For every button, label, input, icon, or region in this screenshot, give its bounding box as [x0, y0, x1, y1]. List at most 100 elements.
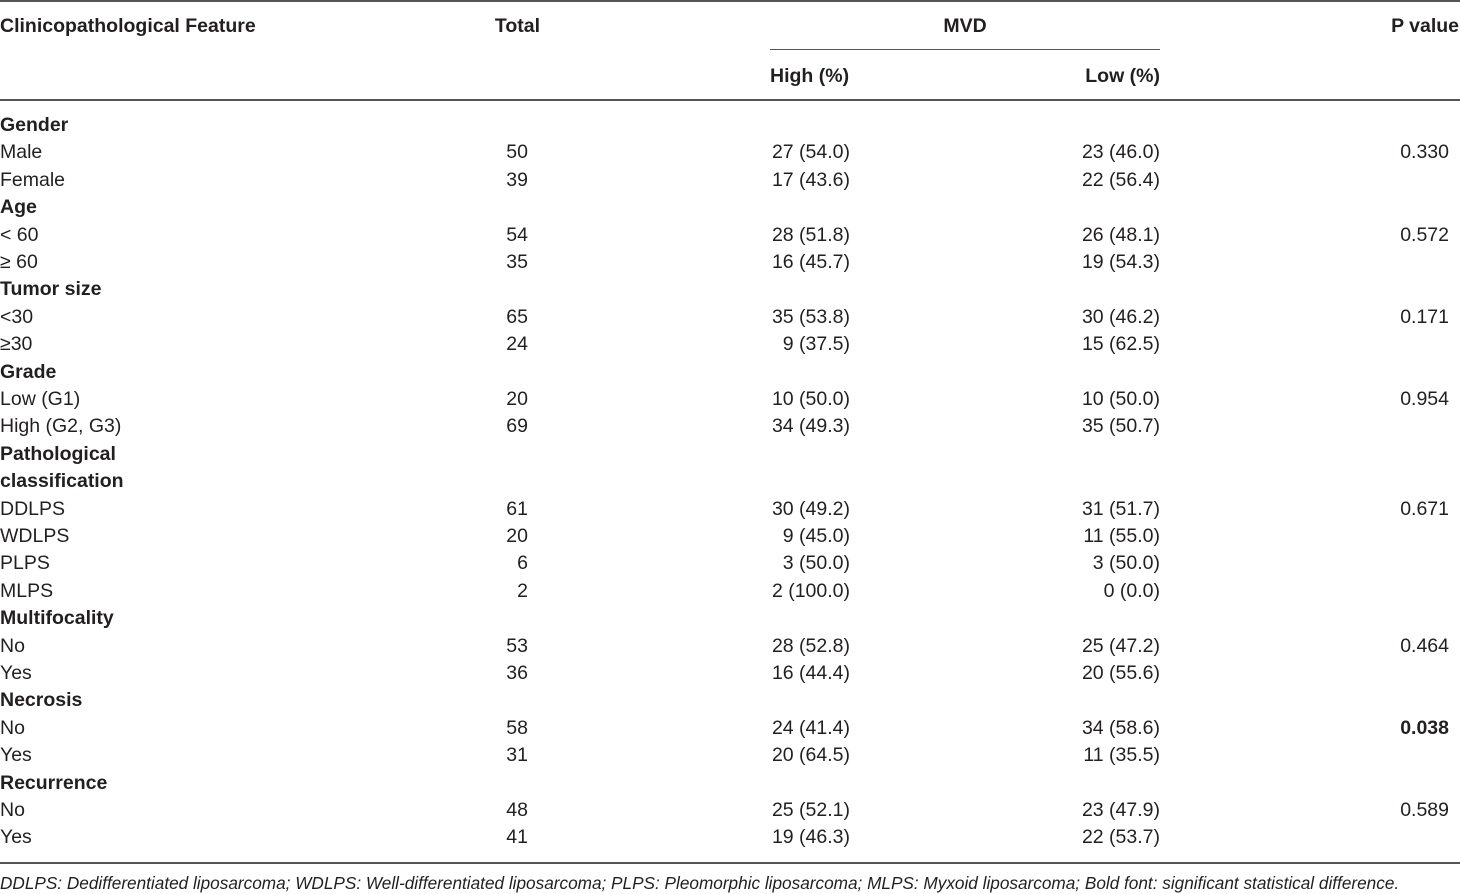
table-row: ≥30 24 9 (37.5) 15 (62.5): [0, 331, 1460, 358]
feature-cell: Multifocality: [0, 607, 114, 630]
total-cell: 61: [506, 497, 528, 520]
feature-cell: Tumor size: [0, 278, 102, 301]
feature-cell: No: [0, 716, 25, 739]
feature-cell: <30: [0, 305, 34, 328]
mvd-low-cell: 35 (50.7): [1081, 415, 1160, 438]
header-pvalue: P value: [1391, 15, 1459, 37]
table-row: Male 50 27 (54.0) 23 (46.0) 0.330: [0, 139, 1460, 166]
header-bottom-rule: [0, 99, 1460, 101]
total-cell: 58: [506, 716, 528, 739]
feature-cell: ≥ 60: [0, 251, 38, 273]
mvd-span-rule: [770, 49, 1160, 50]
table-row: Female 39 17 (43.6) 22 (56.4): [0, 167, 1460, 194]
total-cell: 53: [506, 634, 528, 657]
mvd-low-cell: 11 (55.0): [1083, 525, 1160, 547]
mvd-low-cell: 22 (56.4): [1081, 168, 1160, 191]
header-feature: Clinicopathological Feature: [0, 15, 256, 37]
mvd-high-cell: 24 (41.4): [771, 716, 850, 739]
table-row: MLPS 2 2 (100.0) 0 (0.0): [0, 578, 1460, 605]
mvd-high-cell: 34 (49.3): [771, 415, 850, 438]
feature-cell: High (G2, G3): [0, 415, 122, 438]
mvd-low-cell: 11 (35.5): [1083, 744, 1160, 767]
feature-cell: No: [0, 799, 25, 821]
p-value-cell: 0.572: [1400, 223, 1449, 246]
p-value-cell: 0.589: [1400, 799, 1449, 821]
total-cell: 65: [506, 305, 528, 328]
mvd-high-cell: 28 (51.8): [771, 223, 850, 246]
table-top-rule: [0, 0, 1460, 2]
feature-cell: Necrosis: [0, 689, 83, 712]
table-row: WDLPS 20 9 (45.0) 11 (55.0): [0, 523, 1460, 550]
p-value-cell: 0.954: [1400, 388, 1449, 410]
feature-cell: Grade: [0, 360, 57, 383]
table-row: DDLPS 61 30 (49.2) 31 (51.7) 0.671: [0, 496, 1460, 523]
table-row: < 60 54 28 (51.8) 26 (48.1) 0.572: [0, 222, 1460, 249]
total-cell: 39: [506, 168, 528, 191]
feature-cell: Female: [0, 168, 66, 191]
group-header-row: Age: [0, 194, 1460, 221]
feature-cell: Yes: [0, 662, 32, 684]
table-row: Yes 31 20 (64.5) 11 (35.5): [0, 742, 1460, 769]
mvd-low-cell: 23 (47.9): [1081, 799, 1160, 821]
mvd-low-cell: 15 (62.5): [1081, 333, 1160, 356]
total-cell: 50: [506, 141, 528, 164]
feature-cell: ≥30: [0, 333, 33, 356]
mvd-high-cell: 20 (64.5): [771, 744, 850, 767]
total-cell: 36: [506, 662, 528, 684]
mvd-low-cell: 23 (46.0): [1081, 141, 1160, 164]
total-cell: 31: [506, 744, 528, 767]
total-cell: 69: [506, 415, 528, 438]
mvd-high-cell: 10 (50.0): [771, 388, 850, 410]
group-header-row: Multifocality: [0, 605, 1460, 632]
feature-cell: classification: [0, 470, 124, 493]
feature-cell: Gender: [0, 114, 69, 136]
table-row: Yes 41 19 (46.3) 22 (53.7): [0, 824, 1460, 851]
mvd-low-cell: 19 (54.3): [1081, 251, 1160, 273]
total-cell: 54: [506, 223, 528, 246]
mvd-high-cell: 3 (50.0): [782, 552, 850, 575]
mvd-high-cell: 16 (44.4): [771, 662, 850, 684]
total-cell: 20: [506, 525, 528, 547]
mvd-high-cell: 27 (54.0): [771, 141, 850, 164]
group-header-row: Gender: [0, 112, 1460, 139]
table-row: Yes 36 16 (44.4) 20 (55.6): [0, 660, 1460, 687]
table-row: PLPS 6 3 (50.0) 3 (50.0): [0, 550, 1460, 577]
group-header-row: classification: [0, 468, 1460, 495]
mvd-high-cell: 16 (45.7): [771, 251, 850, 273]
mvd-high-cell: 9 (37.5): [782, 333, 850, 356]
p-value-cell: 0.464: [1400, 634, 1449, 657]
mvd-low-cell: 3 (50.0): [1092, 552, 1160, 575]
mvd-high-cell: 9 (45.0): [782, 525, 850, 547]
mvd-low-cell: 30 (46.2): [1081, 305, 1160, 328]
mvd-low-cell: 22 (53.7): [1081, 826, 1160, 849]
mvd-high-cell: 17 (43.6): [771, 168, 850, 191]
group-header-row: Tumor size: [0, 276, 1460, 303]
feature-cell: Yes: [0, 744, 32, 767]
total-cell: 20: [506, 388, 528, 410]
mvd-high-cell: 28 (52.8): [771, 634, 850, 657]
table-row: ≥ 60 35 16 (45.7) 19 (54.3): [0, 249, 1460, 276]
mvd-low-cell: 25 (47.2): [1081, 634, 1160, 657]
group-header-row: Recurrence: [0, 770, 1460, 797]
total-cell: 6: [517, 552, 528, 575]
table-row: No 48 25 (52.1) 23 (47.9) 0.589: [0, 797, 1460, 824]
table-row: No 53 28 (52.8) 25 (47.2) 0.464: [0, 633, 1460, 660]
feature-cell: < 60: [0, 223, 39, 246]
feature-cell: Yes: [0, 826, 32, 849]
feature-cell: Recurrence: [0, 771, 108, 794]
feature-cell: Pathological: [0, 442, 116, 465]
feature-cell: Low (G1): [0, 388, 81, 410]
feature-cell: PLPS: [0, 552, 50, 575]
mvd-low-cell: 26 (48.1): [1081, 223, 1160, 246]
feature-cell: Male: [0, 141, 43, 164]
mvd-high-cell: 30 (49.2): [771, 497, 850, 520]
mvd-low-cell: 10 (50.0): [1081, 388, 1160, 410]
group-header-row: Pathological: [0, 441, 1460, 468]
mvd-low-cell: 20 (55.6): [1081, 662, 1160, 684]
mvd-low-cell: 0 (0.0): [1103, 579, 1160, 602]
feature-cell: Age: [0, 196, 37, 219]
mvd-high-cell: 25 (52.1): [771, 799, 850, 821]
mvd-high-cell: 2 (100.0): [771, 579, 850, 602]
table-row: Low (G1) 20 10 (50.0) 10 (50.0) 0.954: [0, 386, 1460, 413]
total-cell: 24: [506, 333, 528, 356]
